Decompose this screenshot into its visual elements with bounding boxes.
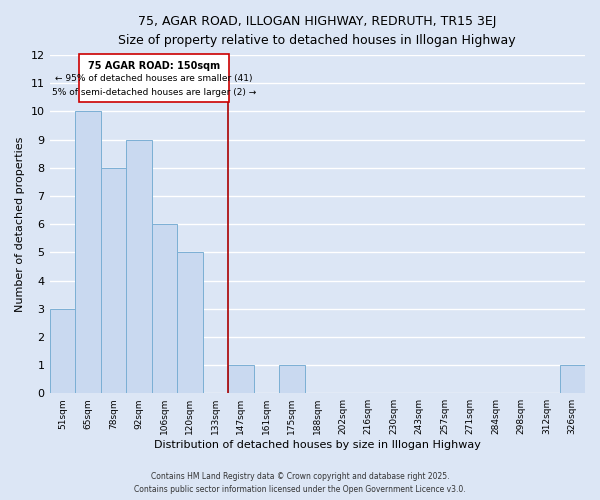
Bar: [279, 365, 305, 393]
Bar: [177, 252, 203, 393]
Bar: [101, 168, 126, 393]
Bar: [50, 308, 75, 393]
Text: Contains HM Land Registry data © Crown copyright and database right 2025.
Contai: Contains HM Land Registry data © Crown c…: [134, 472, 466, 494]
Bar: [152, 224, 177, 393]
Y-axis label: Number of detached properties: Number of detached properties: [15, 136, 25, 312]
Bar: [75, 112, 101, 393]
Text: ← 95% of detached houses are smaller (41): ← 95% of detached houses are smaller (41…: [55, 74, 253, 84]
Bar: [126, 140, 152, 393]
FancyBboxPatch shape: [79, 54, 229, 102]
Bar: [560, 365, 585, 393]
Text: 75 AGAR ROAD: 150sqm: 75 AGAR ROAD: 150sqm: [88, 60, 220, 70]
Title: 75, AGAR ROAD, ILLOGAN HIGHWAY, REDRUTH, TR15 3EJ
Size of property relative to d: 75, AGAR ROAD, ILLOGAN HIGHWAY, REDRUTH,…: [118, 15, 516, 47]
Bar: [228, 365, 254, 393]
Text: 5% of semi-detached houses are larger (2) →: 5% of semi-detached houses are larger (2…: [52, 88, 256, 97]
X-axis label: Distribution of detached houses by size in Illogan Highway: Distribution of detached houses by size …: [154, 440, 481, 450]
